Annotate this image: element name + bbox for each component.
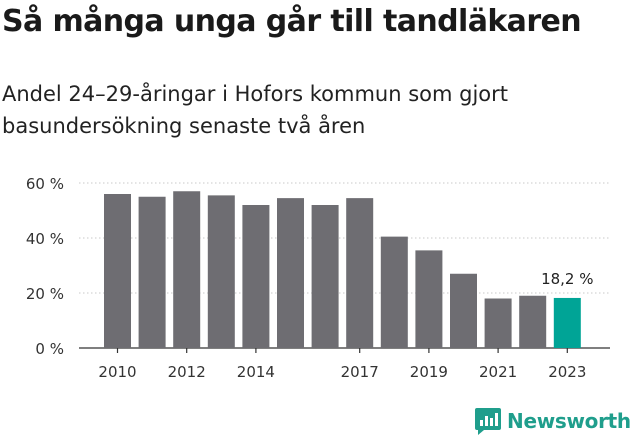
y-tick-label: 40 % — [26, 230, 64, 248]
bar-2011 — [138, 196, 166, 348]
chart-title: Så många unga går till tandläkaren — [2, 4, 582, 39]
bar-2021 — [484, 298, 512, 348]
value-annotation: 18,2 % — [541, 270, 593, 288]
bar-chart-speech-bubble-icon — [475, 408, 501, 435]
x-tick-label: 2014 — [237, 363, 275, 381]
bar-2020 — [450, 273, 477, 348]
x-tick-label: 2010 — [98, 363, 136, 381]
y-tick-label: 20 % — [26, 285, 64, 303]
x-tick-label: 2023 — [548, 363, 586, 381]
bar-2018 — [380, 236, 408, 348]
bar-2013 — [207, 195, 235, 348]
bar-2016 — [311, 205, 339, 348]
bar-2014 — [242, 205, 270, 348]
bar-2017 — [346, 198, 374, 348]
x-tick-label: 2021 — [479, 363, 517, 381]
bar-2019 — [415, 250, 443, 348]
bar-2023 — [553, 297, 581, 348]
bar-2022 — [519, 295, 547, 348]
brand-name: Newsworthy — [507, 409, 631, 433]
chart-subtitle: Andel 24–29-åringar i Hofors kommun som … — [2, 82, 509, 138]
y-tick-label: 0 % — [35, 340, 64, 358]
x-tick-label: 2017 — [341, 363, 379, 381]
bar-2010 — [104, 194, 131, 348]
newsworthy-logo: Newsworthy — [474, 405, 631, 437]
bar-2015 — [277, 198, 304, 348]
bar-chart: 0 % 20 % 40 % 60 % 2010 2012 2014 2017 2019 2021 2… — [26, 175, 610, 381]
x-tick-label: 2019 — [410, 363, 448, 381]
bar-2012 — [173, 191, 201, 348]
x-tick-label: 2012 — [168, 363, 206, 381]
y-tick-label: 60 % — [26, 175, 64, 193]
